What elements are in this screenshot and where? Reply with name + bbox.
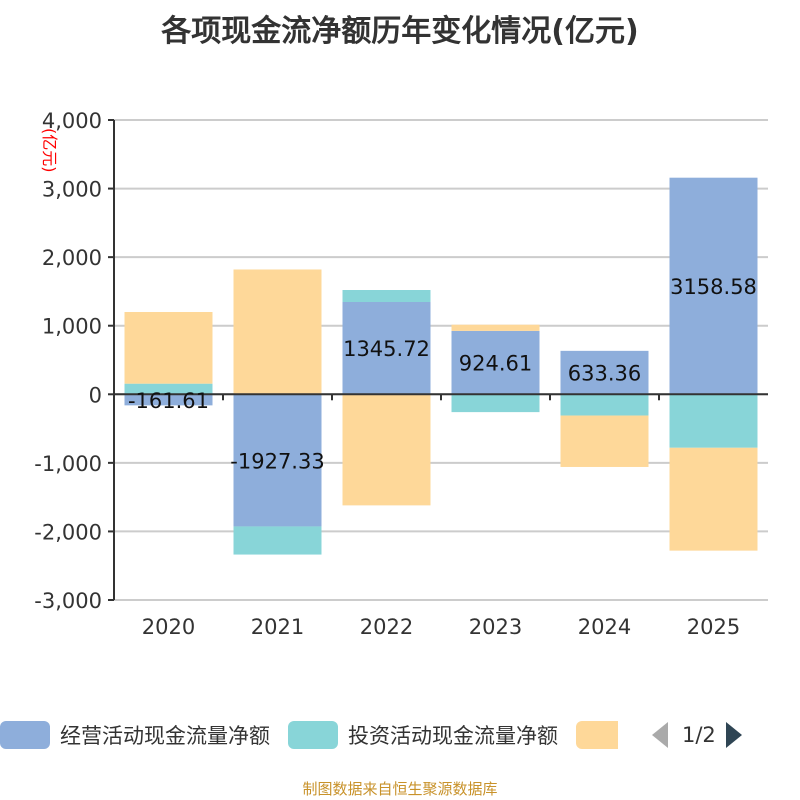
data-label: 3158.58 [670,275,757,299]
legend-label: 经营活动现金流量净额 [60,724,270,748]
y-tick-label: -3,000 [34,589,102,613]
data-label: -1927.33 [230,449,324,473]
bar-2024-series-1 [560,394,649,416]
x-tick-label: 2020 [142,615,195,639]
bar-2023-series-1 [451,394,540,413]
bar-2021-series-1 [233,526,322,555]
legend-label: 投资活动现金流量净额 [348,724,558,748]
x-tick-label: 2021 [251,615,304,639]
bar-2025-series-2 [669,447,758,551]
bar-2025-series-0 [669,177,758,395]
bar-2023-series-2 [451,324,540,331]
source-note: 制图数据来自恒生聚源数据库 [302,780,498,798]
legend-item-financing[interactable] [576,721,628,749]
bar-2023-series-0 [451,330,540,395]
legend-prev-icon[interactable] [650,720,670,750]
bar-2022-series-0 [342,302,431,395]
y-tick-label: 4,000 [42,109,102,133]
legend-swatch [288,721,338,749]
bar-2022-series-1 [342,290,431,303]
y-tick-label: 2,000 [42,246,102,270]
bar-2025-series-1 [669,394,758,448]
x-tick-label: 2024 [578,615,631,639]
y-tick-label: 1,000 [42,315,102,339]
y-axis-label: (亿元) [40,128,59,173]
chart: 4,000 3,000 2,000 1,000 0 -1,000 -2,000 -3,000 (… [34,109,768,639]
data-label: 924.61 [459,352,532,376]
bar-2021-series-0 [233,394,322,527]
legend-page: 1/2 [682,723,716,747]
legend-item-operating[interactable]: 经营活动现金流量净额 [0,720,270,750]
chart-title: 各项现金流净额历年变化情况(亿元) [161,14,639,49]
x-tick-label: 2022 [360,615,413,639]
legend-item-investing[interactable]: 投资活动现金流量净额 [288,720,558,750]
y-tick-label: 0 [89,383,102,407]
bar-2022-series-2 [342,394,431,506]
bar-2021-series-2 [233,269,322,395]
x-tick-label: 2025 [687,615,740,639]
bar-2020-series-2 [124,312,213,384]
bar-2020-series-1 [124,383,213,395]
x-tick-label: 2023 [469,615,522,639]
legend-next-icon[interactable] [724,720,744,750]
bar-2024-series-2 [560,415,649,467]
bar-2024-series-0 [560,350,649,395]
data-label: 633.36 [568,362,641,386]
data-label: 1345.72 [343,337,430,361]
legend-swatch [0,721,50,749]
y-tick-label: -2,000 [34,520,102,544]
legend: 经营活动现金流量净额 投资活动现金流量净额 1/2 [0,720,744,750]
y-tick-label: -1,000 [34,452,102,476]
y-tick-label: 3,000 [42,178,102,202]
bar-2020-series-0 [124,394,213,406]
legend-swatch [576,721,618,749]
data-label: -161.61 [128,389,209,413]
